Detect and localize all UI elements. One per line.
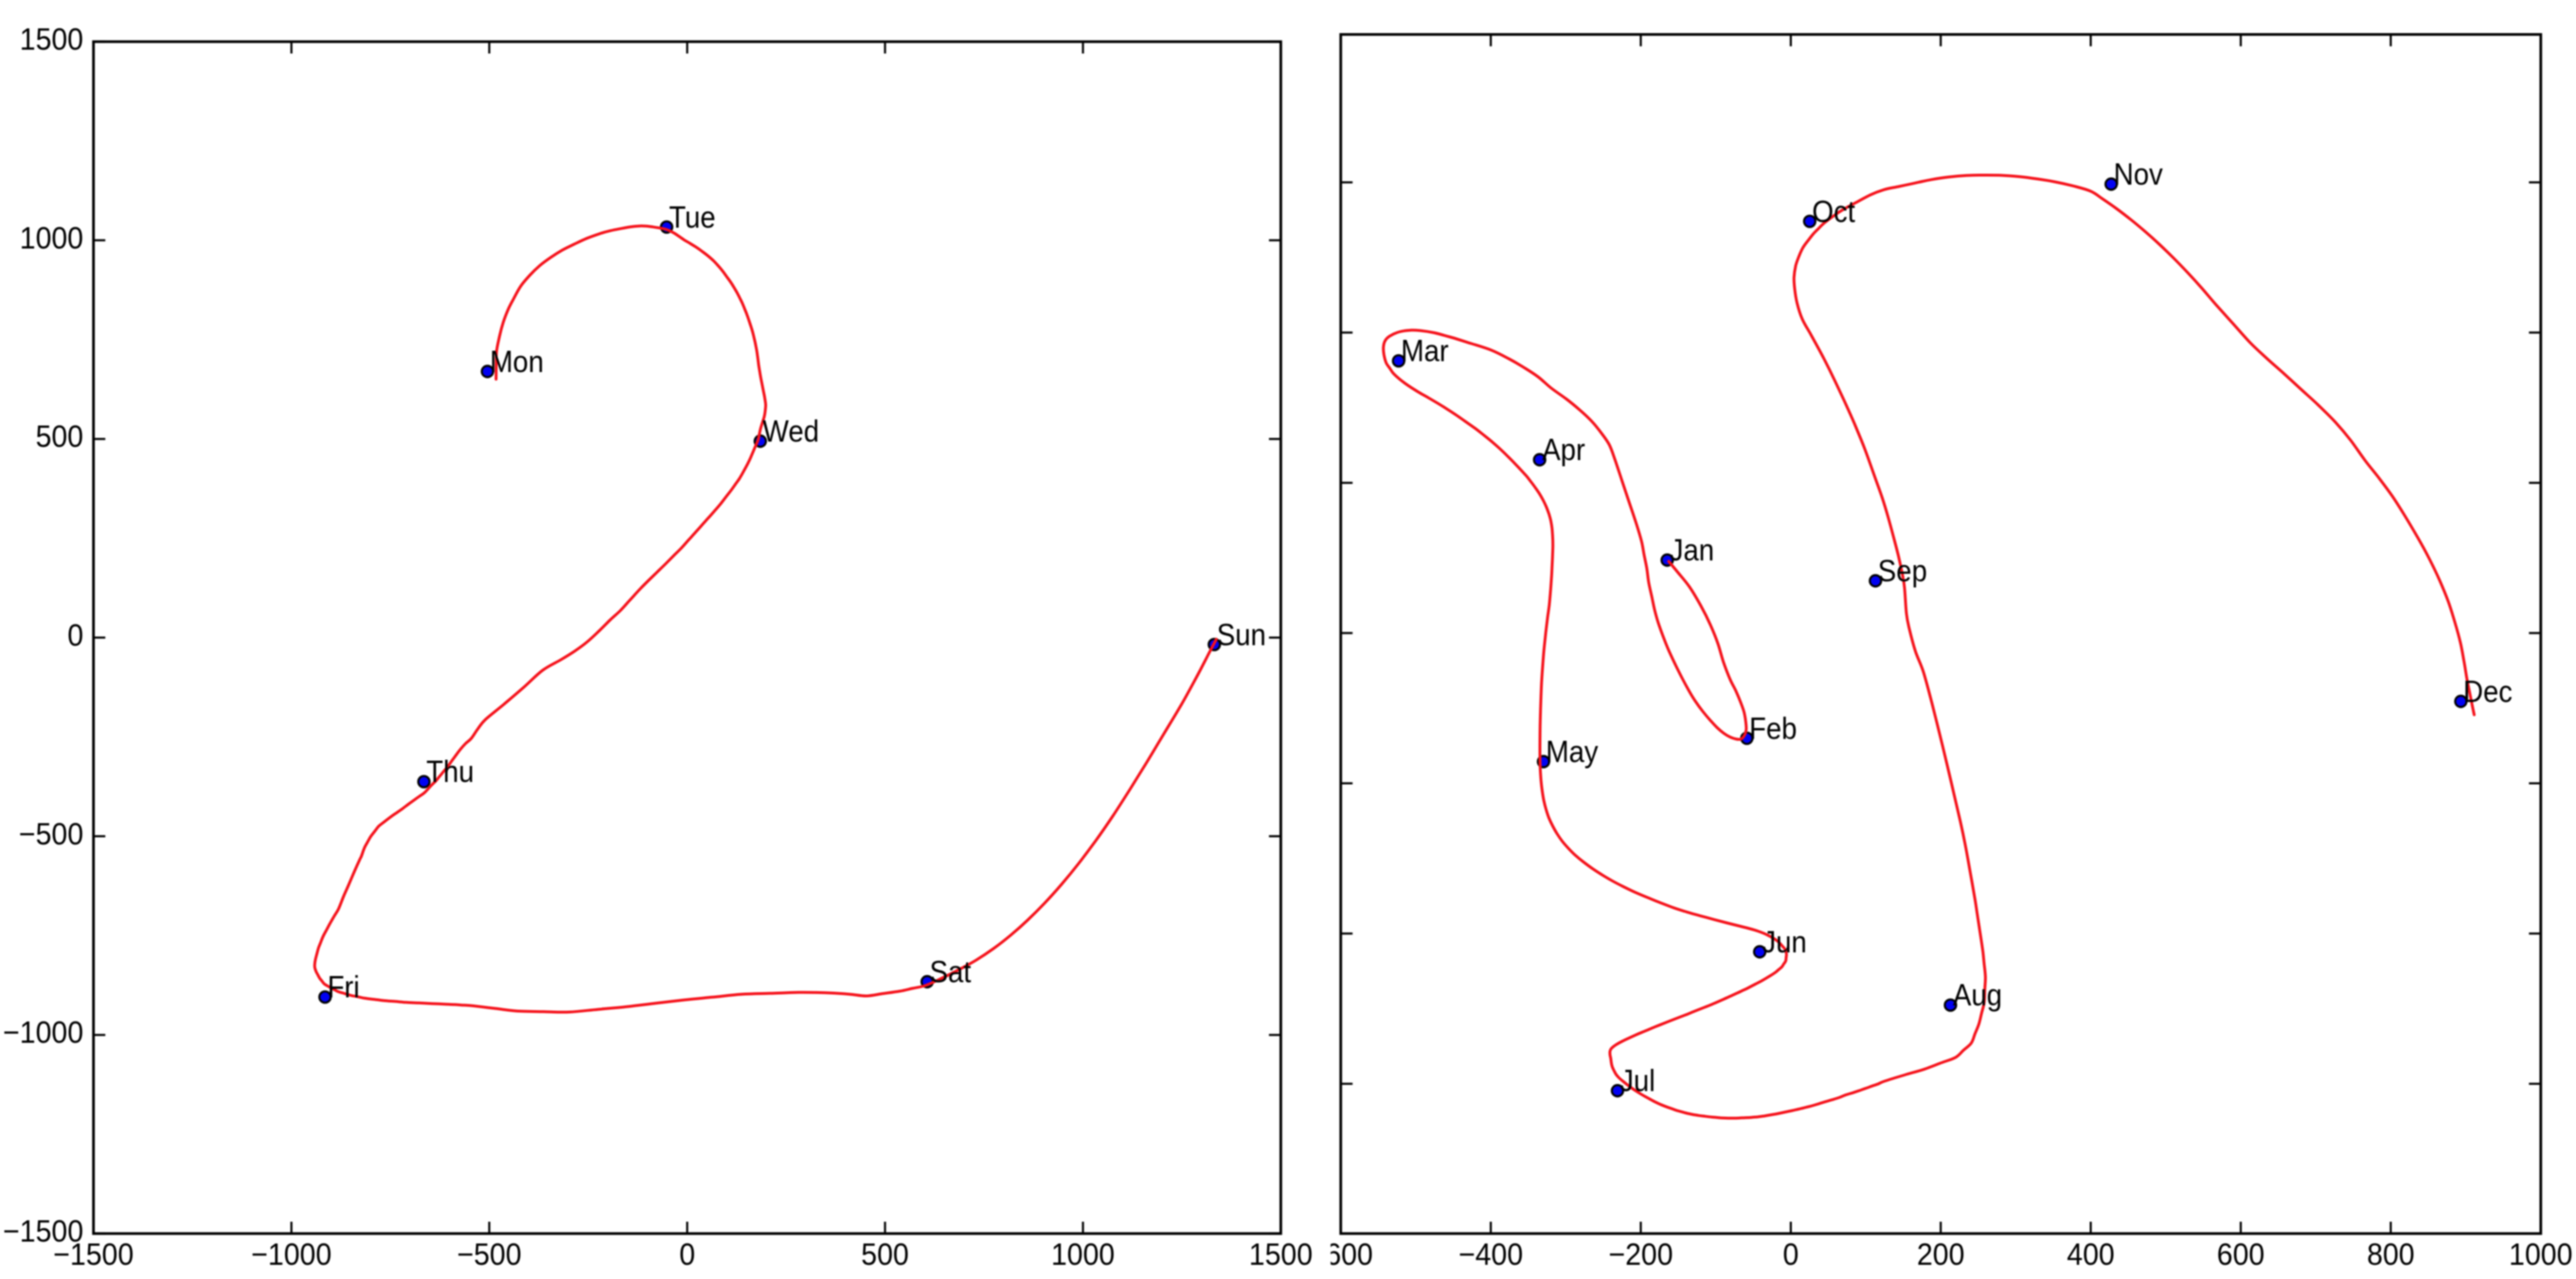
svg-text:−400: −400: [1458, 1237, 1523, 1271]
svg-text:−500: −500: [19, 817, 83, 851]
svg-text:Mon: Mon: [490, 344, 544, 379]
svg-text:1500: 1500: [1249, 1237, 1313, 1271]
svg-text:1000: 1000: [20, 221, 83, 255]
svg-text:Jul: Jul: [1619, 1063, 1655, 1098]
svg-text:−1000: −1000: [251, 1237, 331, 1271]
svg-text:400: 400: [2066, 1237, 2114, 1271]
svg-text:Dec: Dec: [2463, 674, 2513, 709]
svg-text:0: 0: [679, 1237, 695, 1271]
svg-text:500: 500: [861, 1237, 908, 1271]
svg-text:Jun: Jun: [1762, 924, 1807, 959]
svg-text:−1500: −1500: [3, 1215, 83, 1249]
svg-text:Tue: Tue: [669, 200, 715, 235]
svg-text:Aug: Aug: [1953, 978, 2002, 1013]
svg-text:800: 800: [2367, 1237, 2414, 1271]
svg-text:1500: 1500: [20, 23, 83, 57]
svg-text:Wed: Wed: [762, 414, 819, 449]
svg-text:200: 200: [1917, 1237, 1964, 1271]
svg-text:Jan: Jan: [1670, 533, 1714, 568]
svg-text:600: 600: [2217, 1237, 2264, 1271]
svg-text:0: 0: [1782, 1237, 1798, 1271]
svg-text:Oct: Oct: [1812, 194, 1855, 229]
svg-text:−500: −500: [457, 1237, 522, 1271]
svg-text:Sun: Sun: [1217, 617, 1266, 652]
svg-text:1000: 1000: [2509, 1237, 2572, 1271]
svg-text:May: May: [1546, 735, 1599, 770]
svg-text:−600: −600: [1309, 1237, 1373, 1271]
svg-text:−200: −200: [1608, 1237, 1673, 1271]
svg-text:Sat: Sat: [930, 954, 972, 989]
svg-text:0: 0: [67, 618, 83, 652]
svg-text:Apr: Apr: [1542, 433, 1585, 468]
svg-text:Feb: Feb: [1749, 711, 1797, 746]
svg-text:Mar: Mar: [1401, 333, 1448, 368]
svg-text:1000: 1000: [1051, 1237, 1115, 1271]
svg-text:500: 500: [36, 419, 83, 453]
svg-text:Sep: Sep: [1878, 554, 1927, 589]
svg-text:Thu: Thu: [426, 755, 474, 790]
svg-text:−1500: −1500: [53, 1237, 134, 1271]
svg-text:−1000: −1000: [3, 1016, 83, 1050]
svg-text:Nov: Nov: [2114, 157, 2164, 192]
svg-text:Fri: Fri: [328, 969, 360, 1004]
